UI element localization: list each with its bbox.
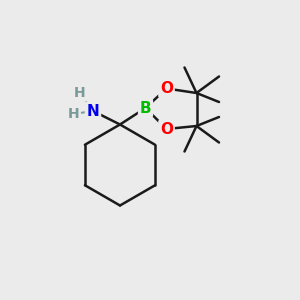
Text: O: O	[160, 122, 173, 136]
Text: B: B	[140, 100, 151, 116]
Text: N: N	[87, 103, 99, 118]
Text: H: H	[68, 107, 79, 121]
Text: O: O	[160, 81, 173, 96]
Text: H: H	[74, 86, 85, 100]
